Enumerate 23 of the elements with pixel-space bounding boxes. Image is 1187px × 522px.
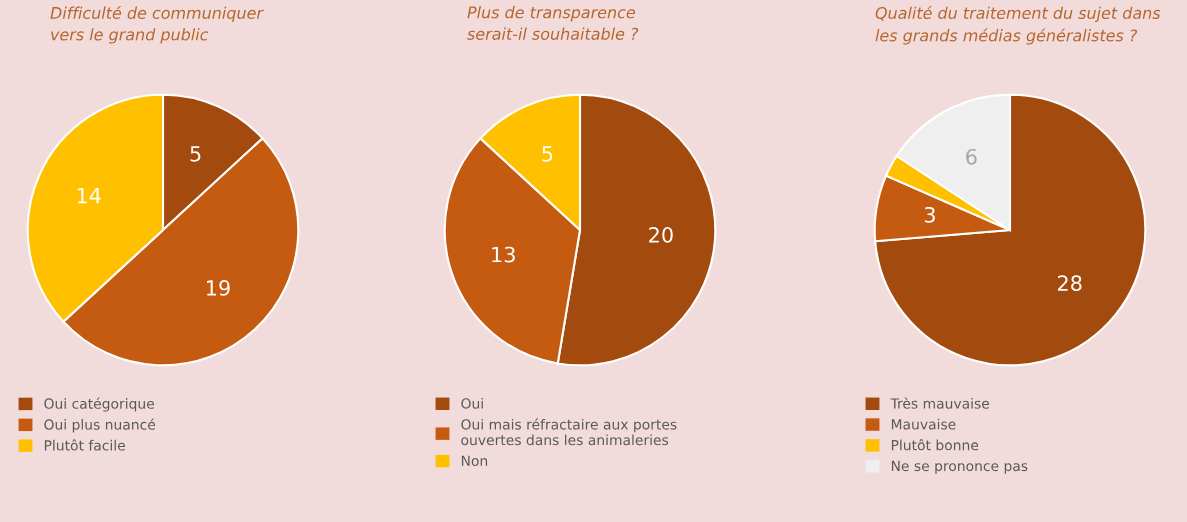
- data-label: 3: [924, 206, 935, 223]
- data-label: 6: [966, 148, 977, 165]
- legend-label: Oui plus nuancé: [44, 418, 156, 433]
- data-label: 19: [207, 280, 230, 296]
- data-label: 20: [649, 226, 673, 243]
- data-label: 5: [190, 146, 201, 162]
- chart-title: Plus de transparence serait-il souhaitable ?: [467, 6, 639, 40]
- pie-slice: [874, 93, 1147, 367]
- chart-title: Qualité du traitement du sujet dans les grands médias généralistes ?: [875, 6, 1161, 45]
- legend-label: Ne se prononce pas: [891, 460, 1028, 474]
- chart-title: Difficulté de communiquer vers le grand public: [50, 5, 264, 44]
- legend-label: Oui catégorique: [44, 397, 155, 412]
- legend-label: Mauvaise: [891, 418, 956, 430]
- data-label: 28: [1057, 275, 1082, 292]
- data-label: 5: [542, 146, 553, 162]
- legend-label: Oui: [461, 397, 483, 409]
- legend-label: Non: [461, 455, 488, 467]
- legend-label: Oui mais réfractaire aux portes ouvertes dans les animaleries: [461, 418, 677, 446]
- data-label: 14: [77, 187, 101, 204]
- legend-label: Plutôt facile: [44, 439, 125, 451]
- legend-label: Plutôt bonne: [891, 439, 979, 451]
- data-label: 13: [492, 246, 515, 263]
- legend-label: Très mauvaise: [890, 397, 990, 409]
